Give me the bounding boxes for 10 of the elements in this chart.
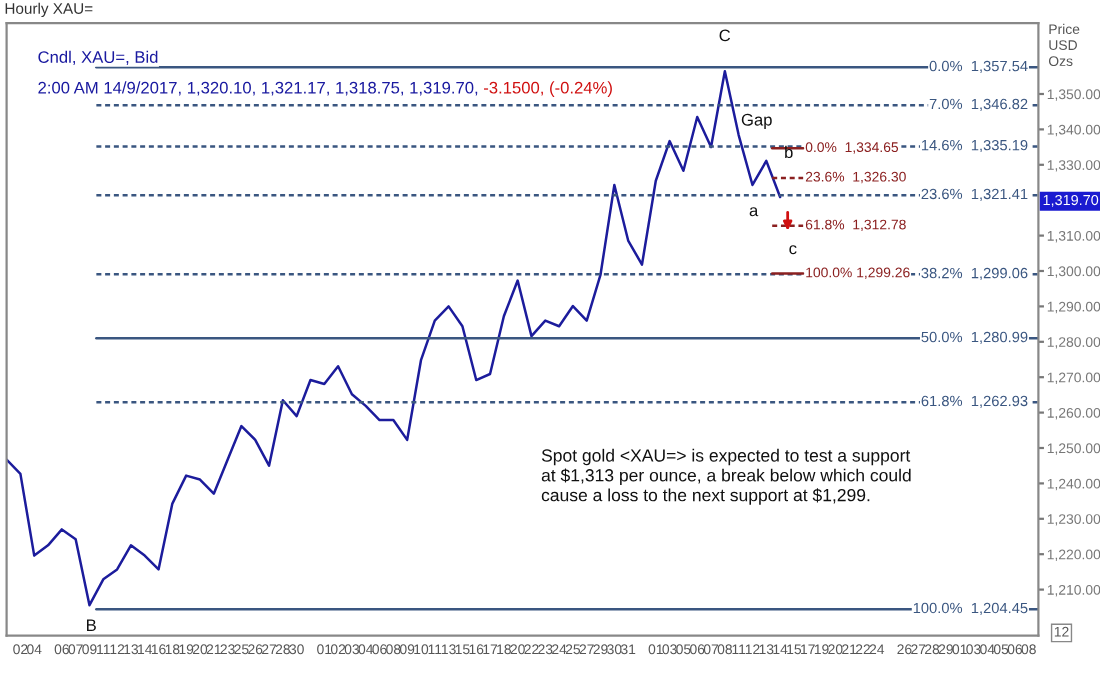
annotation: Gap (741, 113, 772, 129)
annotation: c (789, 245, 797, 255)
annotation: b (785, 145, 793, 159)
annotation: Spot gold <XAU=> is expected to test a support at $1,313 per ounce, a break below which could cause a loss to the next support at $1,299. (541, 448, 911, 505)
annotation: -3.1500, (-0.24%) (483, 81, 612, 97)
annotation: B (87, 619, 96, 631)
annotation: 2:00 AM 14/9/2017, 1,320.10, 1,321.17, 1,318.75, 1,319.70, (38, 81, 478, 96)
text: Cndl, XAU=, Bid (38, 50, 158, 65)
annotation: a (749, 207, 759, 217)
annotation: C (719, 29, 731, 42)
